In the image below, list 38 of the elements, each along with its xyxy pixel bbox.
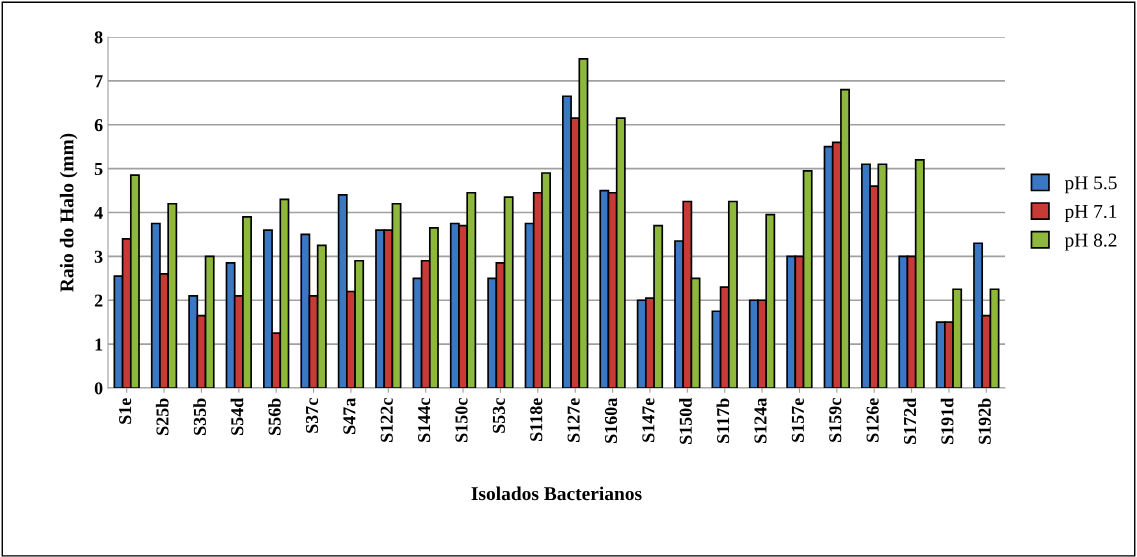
x-tick-label: S150d bbox=[679, 397, 692, 444]
x-tick-label: S160a bbox=[604, 397, 618, 443]
x-tick-label: S117b bbox=[716, 398, 730, 443]
x-axis-title: Isolados Bacterianos bbox=[471, 486, 642, 501]
x-tick-label: S127e bbox=[567, 398, 580, 442]
x-tick-label: S172d bbox=[903, 397, 917, 444]
x-tick-label: S122c bbox=[380, 398, 393, 442]
x-tick-label: S157e bbox=[791, 398, 804, 442]
y-tick-label: 5 bbox=[94, 163, 103, 176]
legend-label: pH 5.5 bbox=[1064, 176, 1117, 194]
x-tick-label: S192b bbox=[978, 398, 991, 444]
x-tick-label: S144c bbox=[418, 398, 431, 442]
y-axis-title: Raio do Halo (mm) bbox=[59, 133, 78, 292]
y-tick-label: 1 bbox=[95, 338, 103, 351]
y-tick-label: 3 bbox=[94, 250, 103, 263]
x-tick-label: S56b bbox=[268, 398, 281, 435]
y-tick-label: 0 bbox=[94, 382, 103, 395]
x-tick-label: S37c bbox=[305, 398, 319, 433]
y-tick-label: 7 bbox=[95, 75, 103, 88]
y-tick-label: 2 bbox=[94, 294, 103, 307]
x-tick-label: S1e bbox=[119, 398, 132, 424]
x-tick-label: S147e bbox=[642, 398, 655, 442]
x-tick-label: S53c bbox=[492, 398, 505, 433]
x-tick-label: S118e bbox=[530, 398, 543, 441]
x-tick-label: S150c bbox=[455, 398, 468, 442]
legend-label: pH 8.2 bbox=[1064, 233, 1117, 251]
x-tick-label: S126e bbox=[866, 398, 879, 442]
y-tick-label: 6 bbox=[94, 119, 103, 132]
x-tick-label: S124a bbox=[754, 397, 767, 443]
x-tick-label: S25b bbox=[155, 398, 169, 435]
x-tick-label: S35b bbox=[193, 398, 206, 435]
y-tick-label: 4 bbox=[94, 206, 103, 219]
y-tick-label: 8 bbox=[94, 31, 103, 44]
legend-label: pH 7.1 bbox=[1064, 204, 1117, 222]
x-tick-label: S159c bbox=[829, 398, 842, 442]
x-tick-label: S54d bbox=[230, 397, 244, 435]
x-tick-label: S191d bbox=[940, 397, 954, 444]
x-tick-label: S47a bbox=[343, 397, 356, 434]
